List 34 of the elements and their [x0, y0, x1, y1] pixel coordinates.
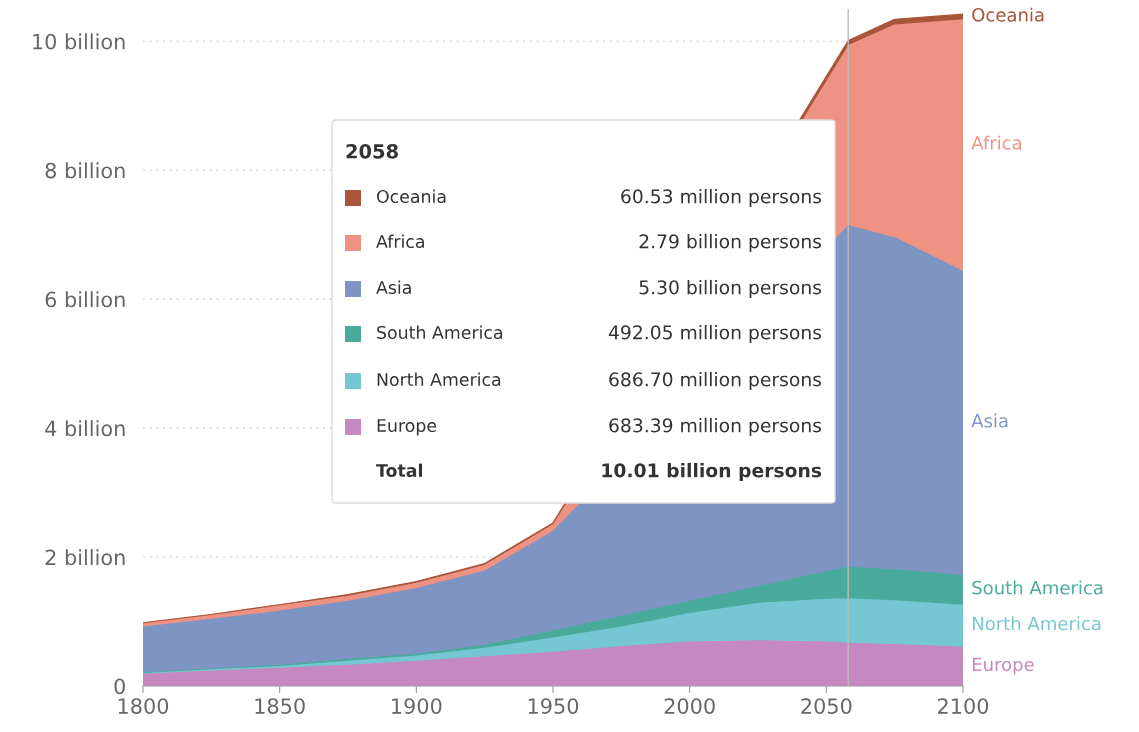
legend-label: Africa — [376, 234, 424, 249]
x-tick-label: 1950 — [528, 698, 579, 714]
y-tick-label: 10 billion — [33, 33, 125, 50]
legend-label: South America — [377, 325, 503, 340]
text: Europe — [972, 657, 1034, 675]
y-tick-label: 0 — [114, 678, 125, 695]
annotation: 2058 — [346, 143, 398, 159]
annotation: Total — [376, 463, 422, 478]
annotation: 5.30 billion persons — [639, 279, 822, 299]
text: South America — [972, 580, 1103, 595]
x-tick-label: 1800 — [118, 698, 169, 714]
annotation: 2.79 billion persons — [639, 233, 822, 253]
legend-label: Asia — [376, 280, 411, 295]
y-tick-label: 8 billion — [45, 162, 125, 179]
legend-label: North America — [377, 372, 501, 387]
x-tick-label: 1850 — [255, 698, 305, 714]
x-tick-label: 1900 — [392, 698, 442, 714]
text: Oceania — [972, 7, 1044, 22]
annotation: 686.70 million persons — [609, 371, 822, 391]
annotation: 60.53 million persons — [621, 188, 822, 208]
legend-label: Europe — [377, 419, 437, 436]
annotation: 683.39 million persons — [609, 417, 822, 437]
annotation: 10.01 billion persons — [602, 462, 822, 482]
y-tick-label: 4 billion — [45, 420, 125, 437]
legend-label: Oceania — [376, 189, 446, 204]
y-tick-label: 6 billion — [45, 291, 125, 308]
text: North America — [972, 616, 1101, 631]
text: Africa — [971, 135, 1022, 150]
x-tick-label: 2050 — [801, 698, 852, 714]
text: Asia — [971, 413, 1008, 428]
x-tick-label: 2000 — [664, 698, 715, 714]
annotation: 492.05 million persons — [608, 324, 822, 344]
y-tick-label: 2 billion — [45, 549, 125, 566]
x-tick-label: 2100 — [938, 698, 989, 714]
